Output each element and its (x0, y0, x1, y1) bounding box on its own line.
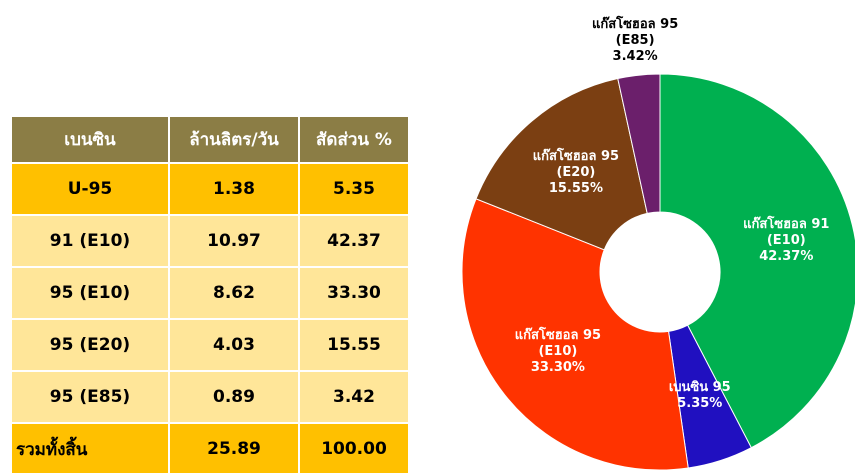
table-cell: 25.89 (168, 422, 300, 473)
table-row: 95 (E10) 8.62 33.30 (10, 266, 410, 320)
value-label: 42.37% (759, 249, 814, 265)
table-cell: 3.42 (298, 370, 410, 424)
category-label: เบนซิน 95 (668, 379, 731, 395)
table-cell: รวมทั้งสิ้น (10, 422, 170, 473)
table-cell: 4.03 (168, 318, 300, 372)
header-cell: สัดส่วน % (298, 115, 410, 164)
table-cell: 1.38 (168, 162, 300, 216)
category-label: แก๊สโซฮอล 95 (E10) (514, 328, 602, 360)
table-cell: 0.89 (168, 370, 300, 424)
donut-slice (659, 73, 855, 449)
table-cell: 8.62 (168, 266, 300, 320)
table-row: รวมทั้งสิ้น 25.89 100.00 (10, 422, 410, 473)
table-cell: U-95 (10, 162, 170, 216)
value-label: 33.30% (530, 360, 585, 376)
slice-label: เบนซิน 95 5.35% (645, 380, 755, 412)
header-cell: เบนซิน (10, 115, 170, 164)
donut-slice (475, 77, 648, 251)
table-row: 95 (E85) 0.89 3.42 (10, 370, 410, 424)
table-cell: 95 (E85) (10, 370, 170, 424)
header-cell: ล้านลิตร/วัน (168, 115, 300, 164)
table-cell: 100.00 (298, 422, 410, 473)
slice-label: แก๊สโซฮอล 91 (E10) 42.37% (731, 217, 841, 265)
slice-label: แก๊สโซฮอล 95 (E10) 33.30% (503, 328, 613, 376)
value-label: 5.35% (677, 395, 723, 411)
category-label: แก๊สโซฮอล 95 (E85) (591, 17, 679, 49)
category-label: แก๊สโซฮอล 95 (E20) (532, 148, 620, 180)
fuel-table: เบนซิน ล้านลิตร/วัน สัดส่วน % U-95 1.38 5.35… (10, 115, 410, 473)
table-row: U-95 1.38 5.35 (10, 162, 410, 216)
table-cell: 10.97 (168, 214, 300, 268)
slice-label: แก๊สโซฮอล 95 (E20) 15.55% (521, 149, 631, 197)
value-label: 15.55% (548, 180, 603, 196)
table-row: 91 (E10) 10.97 42.37 (10, 214, 410, 268)
table-cell: 95 (E20) (10, 318, 170, 372)
table-cell: 42.37 (298, 214, 410, 268)
slice-label: แก๊สโซฮอล 95 (E85) 3.42% (580, 17, 690, 65)
table-row: 95 (E20) 4.03 15.55 (10, 318, 410, 372)
donut-slice (461, 198, 689, 471)
value-label: 3.42% (612, 49, 658, 65)
donut-slice (617, 73, 661, 214)
table-cell: 15.55 (298, 318, 410, 372)
table-cell: 33.30 (298, 266, 410, 320)
table-cell: 91 (E10) (10, 214, 170, 268)
table-cell: 5.35 (298, 162, 410, 216)
category-label: แก๊สโซฮอล 91 (E10) (743, 217, 830, 249)
table-cell: 95 (E10) (10, 266, 170, 320)
